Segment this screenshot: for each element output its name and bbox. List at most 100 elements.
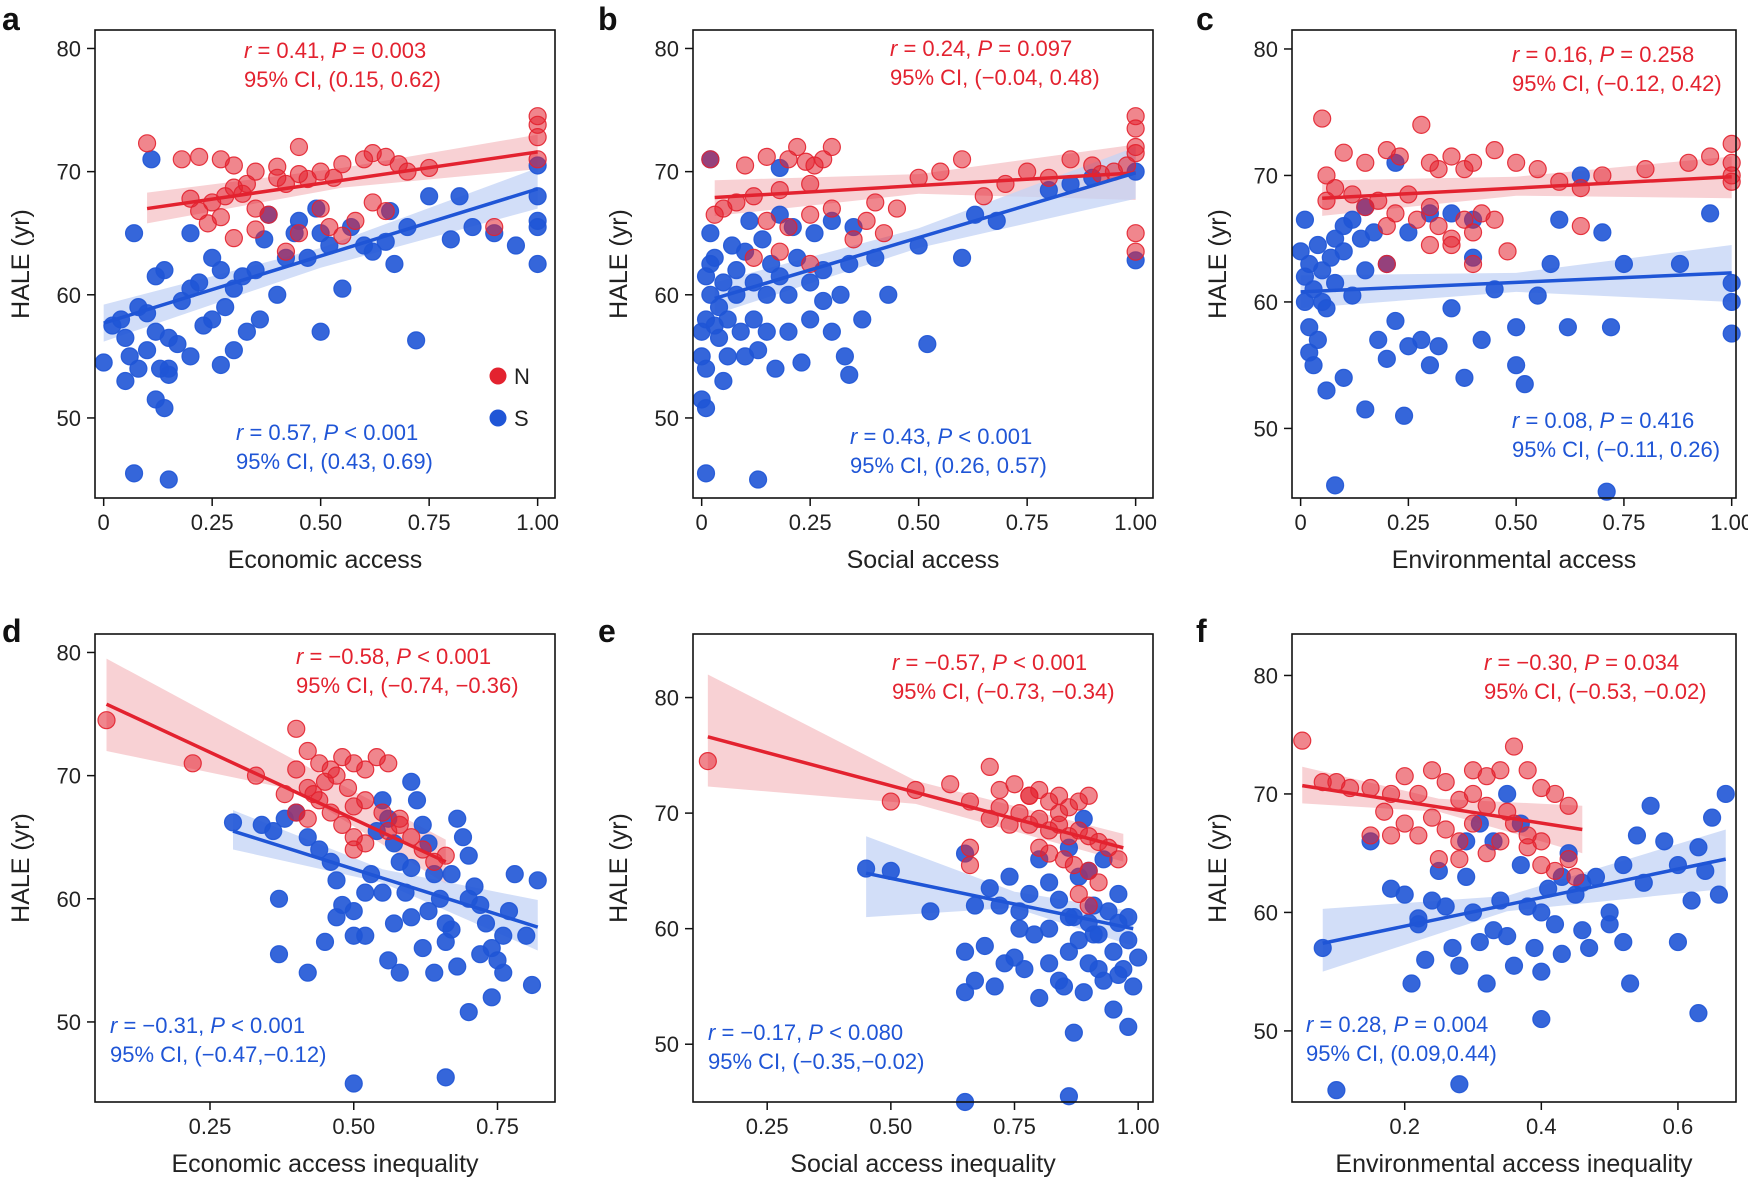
south-point bbox=[1573, 921, 1592, 940]
south-stats-ci: 95% CI, (0.26, 0.57) bbox=[850, 453, 1047, 478]
x-tick-label: 1.00 bbox=[1117, 1114, 1160, 1139]
north-point bbox=[1504, 737, 1524, 756]
south-point bbox=[442, 865, 461, 884]
legend-north-marker bbox=[489, 367, 507, 385]
south-point bbox=[921, 902, 940, 921]
south-point bbox=[1412, 330, 1431, 349]
south-point bbox=[1702, 808, 1722, 827]
y-tick-label: 60 bbox=[1254, 900, 1278, 925]
south-point bbox=[1327, 1081, 1346, 1100]
south-point bbox=[463, 217, 482, 237]
south-point bbox=[1069, 931, 1088, 950]
south-point bbox=[714, 371, 733, 391]
north-point bbox=[1491, 832, 1510, 851]
south-point bbox=[1600, 915, 1619, 934]
south-point bbox=[835, 347, 854, 366]
north-point bbox=[1395, 814, 1414, 833]
south-point bbox=[129, 359, 148, 378]
y-tick-label: 70 bbox=[1254, 782, 1278, 807]
south-point bbox=[975, 936, 994, 956]
north-point bbox=[814, 150, 833, 169]
north-point bbox=[1422, 808, 1442, 827]
north-point bbox=[1485, 141, 1504, 160]
south-point bbox=[1614, 855, 1633, 875]
south-point bbox=[159, 365, 178, 384]
south-point bbox=[1040, 873, 1059, 892]
north-point bbox=[1049, 804, 1069, 823]
y-tick-label: 70 bbox=[57, 764, 81, 789]
south-point bbox=[1040, 919, 1059, 938]
south-point bbox=[448, 957, 467, 976]
south-point bbox=[1507, 318, 1526, 337]
south-point bbox=[1709, 885, 1729, 904]
north-point bbox=[1126, 224, 1145, 243]
south-point bbox=[373, 883, 392, 902]
north-point bbox=[287, 719, 306, 738]
x-tick-label: 0.6 bbox=[1663, 1114, 1694, 1139]
north-stats-r: r = 0.24, P = 0.097 bbox=[890, 36, 1072, 61]
south-point bbox=[714, 273, 733, 292]
south-stats-ci: 95% CI, (−0.47,−0.12) bbox=[110, 1042, 326, 1067]
x-axis-label: Social access bbox=[847, 546, 1000, 574]
y-tick-label: 70 bbox=[655, 801, 679, 826]
x-tick-label: 0.50 bbox=[299, 510, 342, 535]
south-point bbox=[1457, 867, 1476, 886]
south-point bbox=[985, 977, 1004, 996]
north-point bbox=[744, 248, 763, 267]
south-point bbox=[1682, 891, 1701, 910]
south-point bbox=[1443, 938, 1462, 958]
north-point bbox=[363, 193, 382, 212]
north-point bbox=[356, 760, 375, 779]
north-point bbox=[1491, 761, 1510, 780]
plot-frame bbox=[1291, 29, 1737, 499]
south-point bbox=[356, 883, 375, 902]
north-point bbox=[1463, 784, 1483, 804]
south-point bbox=[709, 328, 729, 347]
south-point bbox=[1377, 349, 1396, 368]
south-stats-r: r = −0.17, P < 0.080 bbox=[708, 1020, 903, 1045]
north-point bbox=[1409, 784, 1428, 804]
south-point bbox=[1552, 944, 1571, 963]
south-point bbox=[1369, 330, 1388, 349]
north-point bbox=[1079, 896, 1098, 915]
south-point bbox=[965, 971, 985, 990]
south-point bbox=[1450, 956, 1469, 975]
south-point bbox=[120, 347, 139, 366]
x-tick-label: 0.75 bbox=[1603, 510, 1646, 535]
y-axis-label: HALE (yr) bbox=[7, 209, 35, 319]
y-tick-label: 80 bbox=[57, 36, 81, 61]
south-point bbox=[506, 236, 526, 255]
north-point bbox=[1377, 254, 1396, 274]
south-point bbox=[1356, 400, 1375, 419]
plot-frame bbox=[94, 633, 556, 1103]
south-point bbox=[1326, 476, 1345, 495]
south-point bbox=[1124, 977, 1143, 996]
north-point bbox=[1317, 166, 1336, 185]
panel-a: 0 0.25 0.50 0.75 1.00 50 60 70 80 Economic access… bbox=[2, 1, 559, 574]
north-point bbox=[1477, 796, 1496, 815]
south-stats-r: r = 0.57, P < 0.001 bbox=[236, 420, 418, 445]
south-point bbox=[1429, 337, 1448, 356]
south-point bbox=[731, 322, 750, 341]
south-point bbox=[952, 248, 972, 267]
north-stats-ci: 95% CI, (−0.04, 0.48) bbox=[890, 65, 1100, 90]
south-point bbox=[471, 945, 490, 964]
south-point bbox=[1550, 210, 1569, 229]
south-point bbox=[425, 963, 444, 982]
south-point bbox=[1399, 223, 1418, 242]
north-point bbox=[779, 150, 798, 169]
south-point bbox=[1395, 885, 1414, 904]
north-point bbox=[344, 840, 363, 859]
north-point bbox=[259, 205, 278, 224]
south-stats-ci: 95% CI, (0.09,0.44) bbox=[1306, 1041, 1497, 1066]
south-point bbox=[801, 273, 820, 292]
y-tick-label: 80 bbox=[1254, 663, 1278, 688]
south-point bbox=[1064, 1023, 1083, 1042]
north-point bbox=[1722, 134, 1741, 153]
north-point bbox=[1126, 119, 1145, 138]
north-point bbox=[1507, 153, 1526, 172]
south-stats-r: r = 0.08, P = 0.416 bbox=[1512, 408, 1694, 433]
south-fit-line bbox=[714, 171, 1137, 301]
south-point bbox=[955, 942, 975, 961]
north-point bbox=[1518, 838, 1537, 857]
